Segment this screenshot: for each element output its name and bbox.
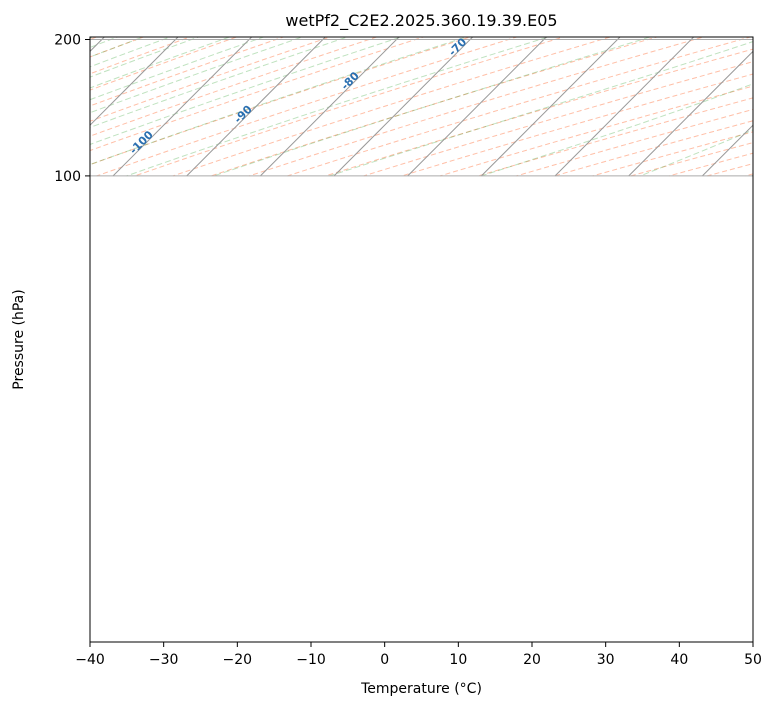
isotherm-line: [407, 37, 548, 177]
isotherm-line: [481, 37, 621, 177]
x-tick-label: −10: [296, 652, 326, 668]
x-tick-label: −20: [223, 652, 253, 668]
isotherm-line: [554, 37, 695, 177]
x-tick-label: 30: [597, 652, 615, 668]
x-tick-label: −40: [75, 652, 105, 668]
isotherm-line: [260, 37, 400, 177]
y-tick-label: 100: [54, 169, 81, 185]
x-tick-label: 50: [744, 652, 762, 668]
x-tick-label: 10: [449, 652, 467, 668]
y-axis-label: Pressure (hPa): [11, 289, 27, 389]
y-tick-label: 200: [54, 33, 81, 49]
isobars: [90, 39, 753, 177]
isotherm-line: [628, 50, 753, 177]
x-tick-label: 40: [670, 652, 688, 668]
isotherm-line: [90, 37, 179, 126]
x-tick-label: −30: [149, 652, 179, 668]
x-axis-label: Temperature (°C): [360, 681, 482, 697]
axes: −40−30−20−100102030405010020030040050060…: [54, 33, 762, 668]
plot-area: [90, 37, 753, 642]
isotherms: [90, 37, 753, 177]
isotherm-line: [333, 37, 474, 177]
isotherm-line: [112, 37, 253, 177]
isotherm-line: [186, 37, 327, 177]
chart-title: wetPf2_C2E2.2025.360.19.39.E05: [285, 11, 557, 31]
x-tick-label: 20: [523, 652, 541, 668]
moist-adiabat-line: [751, 174, 753, 177]
x-tick-label: 0: [380, 652, 389, 668]
plot-frame: [89, 36, 754, 643]
